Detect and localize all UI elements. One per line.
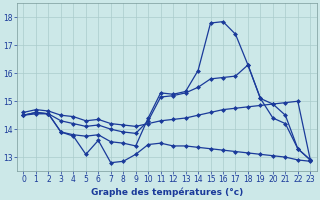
X-axis label: Graphe des températures (°c): Graphe des températures (°c) — [91, 187, 243, 197]
